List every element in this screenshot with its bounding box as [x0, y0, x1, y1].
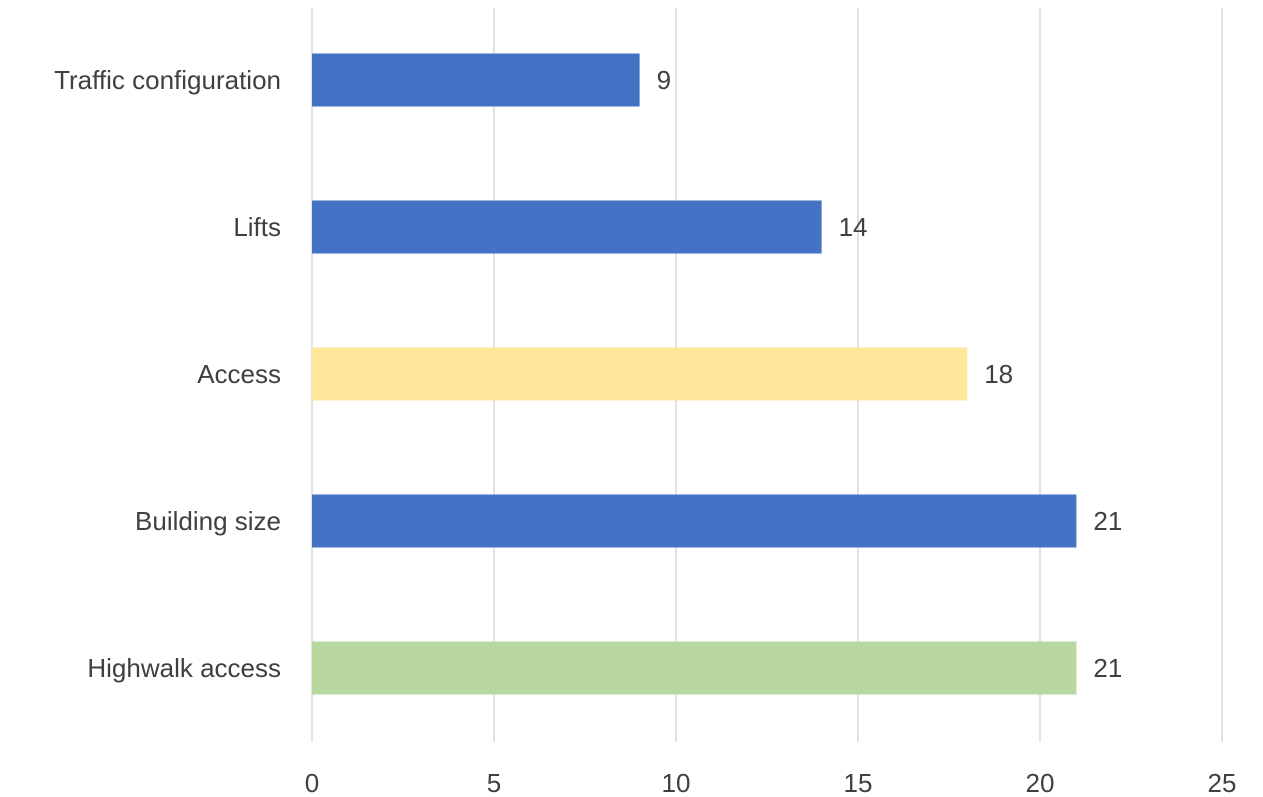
- data-label: 21: [1093, 506, 1122, 536]
- x-tick-label: 15: [844, 768, 873, 797]
- data-label: 18: [984, 359, 1013, 389]
- bar: [312, 53, 640, 107]
- x-tick-label: 0: [305, 768, 319, 797]
- bar: [312, 641, 1077, 695]
- category-labels: Traffic configuration Lifts Access Building…: [54, 65, 281, 683]
- category-label: Traffic configuration: [54, 65, 281, 95]
- x-tick-label: 10: [662, 768, 691, 797]
- bar: [312, 200, 822, 254]
- bars: [312, 53, 1077, 695]
- category-label: Access: [197, 359, 281, 389]
- category-label: Building size: [135, 506, 281, 536]
- bar: [312, 347, 968, 401]
- x-axis-tick-labels: 0 5 10 15 20 25: [305, 768, 1237, 797]
- x-tick-label: 25: [1208, 768, 1237, 797]
- data-labels: 9 14 18 21 21: [657, 65, 1123, 683]
- data-label: 9: [657, 65, 671, 95]
- data-label: 14: [839, 212, 868, 242]
- x-tick-label: 20: [1026, 768, 1055, 797]
- bar: [312, 494, 1077, 548]
- category-label: Lifts: [233, 212, 281, 242]
- x-tick-label: 5: [487, 768, 501, 797]
- category-label: Highwalk access: [87, 653, 281, 683]
- data-label: 21: [1093, 653, 1122, 683]
